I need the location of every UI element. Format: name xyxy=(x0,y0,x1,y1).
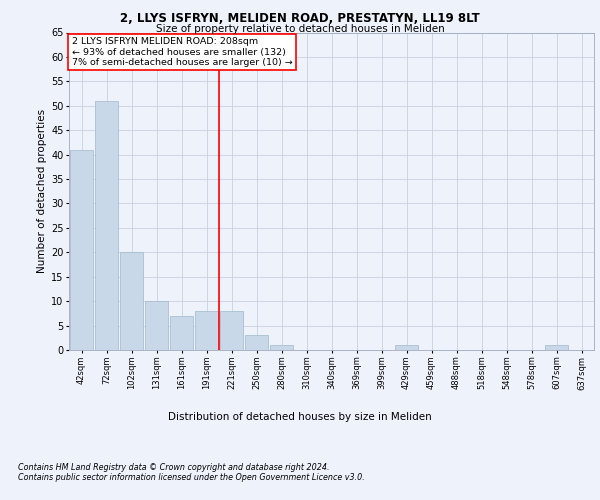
Bar xyxy=(245,336,268,350)
Bar xyxy=(95,101,118,350)
Bar xyxy=(145,301,168,350)
Bar xyxy=(545,345,568,350)
Text: Contains HM Land Registry data © Crown copyright and database right 2024.: Contains HM Land Registry data © Crown c… xyxy=(18,462,329,471)
Text: 2, LLYS ISFRYN, MELIDEN ROAD, PRESTATYN, LL19 8LT: 2, LLYS ISFRYN, MELIDEN ROAD, PRESTATYN,… xyxy=(120,12,480,26)
Text: 2 LLYS ISFRYN MELIDEN ROAD: 208sqm
← 93% of detached houses are smaller (132)
7%: 2 LLYS ISFRYN MELIDEN ROAD: 208sqm ← 93%… xyxy=(71,38,292,67)
Bar xyxy=(270,345,293,350)
Text: Size of property relative to detached houses in Meliden: Size of property relative to detached ho… xyxy=(155,24,445,34)
Bar xyxy=(220,311,243,350)
Bar xyxy=(170,316,193,350)
Bar xyxy=(395,345,418,350)
Bar xyxy=(70,150,93,350)
Y-axis label: Number of detached properties: Number of detached properties xyxy=(37,109,47,274)
Bar xyxy=(120,252,143,350)
Text: Contains public sector information licensed under the Open Government Licence v3: Contains public sector information licen… xyxy=(18,474,365,482)
Text: Distribution of detached houses by size in Meliden: Distribution of detached houses by size … xyxy=(168,412,432,422)
Bar xyxy=(195,311,218,350)
